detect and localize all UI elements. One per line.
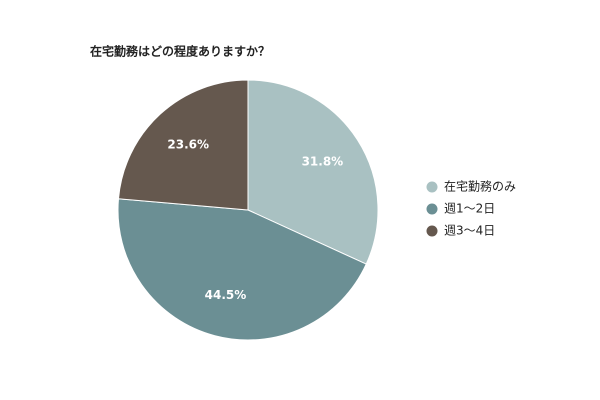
value-label: 31.8%	[302, 155, 344, 169]
pie-slice	[117, 198, 367, 341]
legend-marker	[426, 203, 438, 215]
chart-title: 在宅勤務はどの程度ありますか？	[90, 44, 270, 59]
pie-slice	[117, 79, 249, 211]
pie-slice	[247, 79, 379, 265]
legend-label: 在宅勤務のみ	[444, 179, 516, 194]
value-label: 44.5%	[205, 288, 247, 302]
legend-marker	[426, 225, 438, 237]
legend-label: 週3～4日	[444, 224, 495, 238]
legend-label: 週1～2日	[444, 202, 495, 216]
value-label: 23.6%	[167, 137, 209, 151]
legend-marker	[426, 181, 438, 193]
